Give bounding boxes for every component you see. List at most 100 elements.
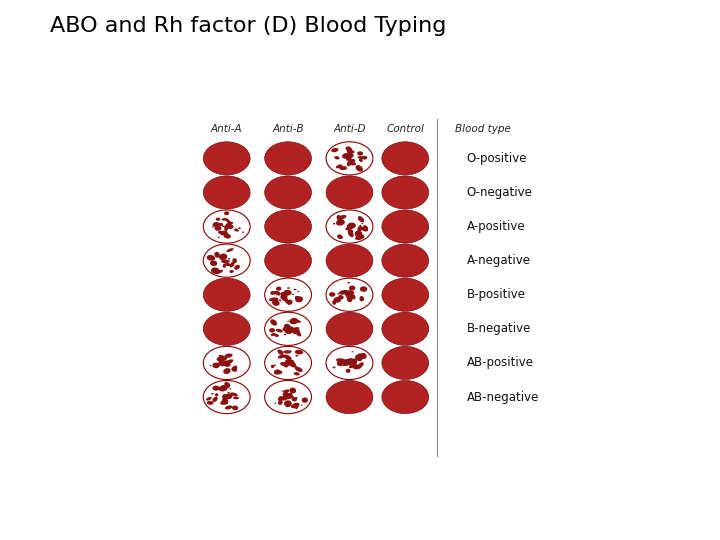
Ellipse shape [346, 295, 348, 296]
Ellipse shape [289, 362, 297, 367]
Ellipse shape [271, 364, 274, 368]
Ellipse shape [222, 226, 225, 227]
Ellipse shape [326, 278, 373, 312]
Ellipse shape [281, 293, 287, 297]
Ellipse shape [296, 331, 302, 336]
Ellipse shape [359, 296, 364, 301]
Ellipse shape [291, 363, 293, 364]
Ellipse shape [356, 356, 362, 361]
Ellipse shape [356, 165, 363, 172]
Text: B-positive: B-positive [467, 288, 526, 301]
Ellipse shape [224, 264, 226, 265]
Ellipse shape [234, 265, 240, 269]
Text: A-negative: A-negative [467, 254, 531, 267]
Ellipse shape [230, 388, 231, 389]
Ellipse shape [347, 150, 355, 153]
Ellipse shape [274, 364, 276, 366]
Ellipse shape [362, 156, 367, 159]
Ellipse shape [345, 291, 354, 296]
Ellipse shape [284, 297, 289, 303]
Ellipse shape [228, 258, 230, 260]
Ellipse shape [348, 231, 354, 237]
Ellipse shape [294, 403, 298, 409]
Ellipse shape [212, 222, 220, 227]
Ellipse shape [361, 227, 368, 231]
Ellipse shape [291, 403, 300, 408]
Ellipse shape [219, 355, 225, 358]
Ellipse shape [382, 176, 428, 209]
Ellipse shape [270, 319, 277, 326]
Ellipse shape [218, 237, 220, 238]
Ellipse shape [212, 386, 220, 391]
Ellipse shape [210, 365, 212, 366]
Ellipse shape [282, 364, 284, 366]
Ellipse shape [278, 396, 284, 401]
Ellipse shape [362, 225, 368, 231]
Ellipse shape [282, 327, 289, 332]
Ellipse shape [326, 244, 373, 277]
Ellipse shape [340, 359, 348, 364]
Ellipse shape [265, 210, 312, 243]
Ellipse shape [357, 151, 363, 156]
Ellipse shape [292, 397, 297, 401]
Ellipse shape [332, 300, 336, 305]
Ellipse shape [225, 389, 227, 390]
Ellipse shape [283, 395, 291, 400]
Ellipse shape [222, 264, 226, 268]
Ellipse shape [280, 362, 288, 366]
Ellipse shape [289, 388, 296, 394]
Ellipse shape [282, 292, 289, 294]
Ellipse shape [351, 351, 354, 353]
Ellipse shape [295, 397, 297, 399]
Ellipse shape [345, 359, 351, 362]
Ellipse shape [333, 223, 336, 225]
Ellipse shape [294, 367, 302, 372]
Ellipse shape [225, 218, 231, 224]
Ellipse shape [348, 362, 350, 364]
Ellipse shape [207, 401, 213, 405]
Ellipse shape [289, 318, 298, 325]
Ellipse shape [382, 381, 428, 414]
Ellipse shape [220, 400, 228, 405]
Ellipse shape [287, 326, 292, 330]
Ellipse shape [284, 392, 289, 396]
Ellipse shape [287, 327, 292, 329]
Ellipse shape [382, 210, 428, 243]
Ellipse shape [284, 329, 292, 334]
Ellipse shape [269, 298, 278, 301]
Ellipse shape [289, 350, 292, 352]
Ellipse shape [382, 312, 428, 346]
Ellipse shape [347, 282, 350, 284]
Ellipse shape [348, 229, 353, 234]
Ellipse shape [338, 295, 343, 299]
Ellipse shape [220, 231, 227, 235]
Ellipse shape [285, 326, 292, 331]
Ellipse shape [222, 398, 228, 404]
Ellipse shape [346, 153, 354, 158]
Ellipse shape [286, 359, 293, 366]
Text: O-negative: O-negative [467, 186, 533, 199]
Ellipse shape [337, 293, 340, 295]
Text: ABO and Rh factor (D) Blood Typing: ABO and Rh factor (D) Blood Typing [50, 16, 447, 36]
Ellipse shape [355, 231, 362, 238]
Ellipse shape [286, 395, 290, 399]
Ellipse shape [278, 401, 282, 405]
Ellipse shape [349, 286, 356, 291]
Ellipse shape [347, 223, 354, 228]
Text: AB-negative: AB-negative [467, 390, 539, 403]
Ellipse shape [337, 360, 344, 366]
Ellipse shape [228, 392, 230, 394]
Ellipse shape [215, 226, 222, 231]
Ellipse shape [265, 142, 312, 175]
Ellipse shape [225, 394, 233, 399]
Ellipse shape [216, 270, 223, 274]
Ellipse shape [222, 395, 230, 399]
Ellipse shape [224, 260, 227, 262]
Ellipse shape [347, 158, 350, 159]
Ellipse shape [225, 406, 233, 409]
Ellipse shape [203, 312, 250, 346]
Ellipse shape [353, 364, 361, 369]
Ellipse shape [358, 156, 366, 159]
Ellipse shape [222, 218, 228, 221]
Ellipse shape [302, 397, 308, 403]
